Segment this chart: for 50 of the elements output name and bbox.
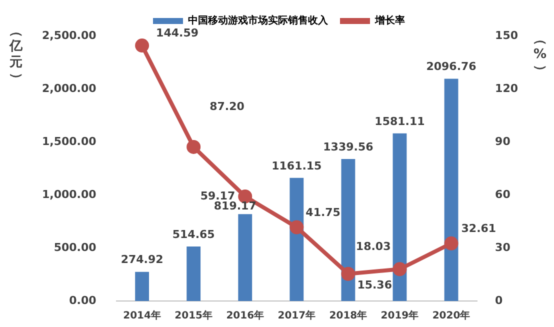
y2-tick-label: 0 (495, 294, 504, 307)
y-tick-label: 0.00 (69, 294, 97, 307)
y-tick-label: 2,500.00 (42, 28, 97, 42)
data-label: 1581.11 (374, 114, 425, 128)
data-label: 1161.15 (272, 159, 322, 172)
legend-label: 中国移动游戏市场实际销售收入 (188, 14, 329, 27)
data-label: 1339.56 (323, 140, 374, 154)
x-tick-label: 2015年 (174, 310, 213, 322)
data-label: 819.17 (214, 200, 256, 213)
point (290, 220, 304, 234)
point (392, 262, 407, 276)
point (341, 266, 356, 281)
y-axis-title: （亿元） (8, 24, 24, 86)
x-tick-label: 2014年 (123, 310, 161, 322)
point (186, 140, 201, 154)
data-label: 514.65 (172, 228, 215, 241)
y-tick-label: 2,000.00 (42, 82, 97, 95)
data-label: 144.59 (156, 26, 198, 40)
bar (186, 246, 201, 301)
y-tick-label: 1,000.00 (42, 188, 97, 201)
y-tick-label: 500.00 (54, 240, 97, 254)
bar (135, 272, 150, 301)
data-label: 32.61 (461, 222, 496, 236)
y2-tick-label: 120 (495, 82, 518, 95)
y2-tick-label: 90 (495, 134, 511, 148)
data-label: 18.03 (356, 240, 391, 254)
bar (290, 178, 304, 301)
y-tick-label: 1,500.00 (42, 134, 97, 148)
data-label: 87.20 (210, 100, 245, 113)
data-label: 2096.76 (426, 60, 477, 74)
bar (341, 159, 356, 301)
x-tick-label: 2018年 (329, 310, 368, 322)
y2-tick-label: 60 (495, 188, 511, 201)
y2-axis-title: （%） (532, 32, 548, 78)
x-tick-label: 2020年 (432, 310, 470, 322)
bar (392, 133, 407, 301)
point (444, 236, 458, 250)
data-label: 15.36 (357, 278, 392, 292)
data-label: 41.75 (306, 206, 340, 220)
legend-label: 增长率 (374, 14, 405, 27)
x-tick-label: 2016年 (226, 310, 264, 322)
data-label: 274.92 (120, 253, 164, 266)
y2-tick-label: 150 (495, 28, 518, 42)
bar (444, 78, 458, 301)
point (135, 38, 150, 53)
x-tick-label: 2019年 (380, 310, 419, 322)
y2-tick-label: 30 (495, 240, 511, 254)
data-label: 59.17 (200, 189, 236, 202)
bar (238, 214, 252, 301)
x-tick-label: 2017年 (278, 310, 316, 322)
